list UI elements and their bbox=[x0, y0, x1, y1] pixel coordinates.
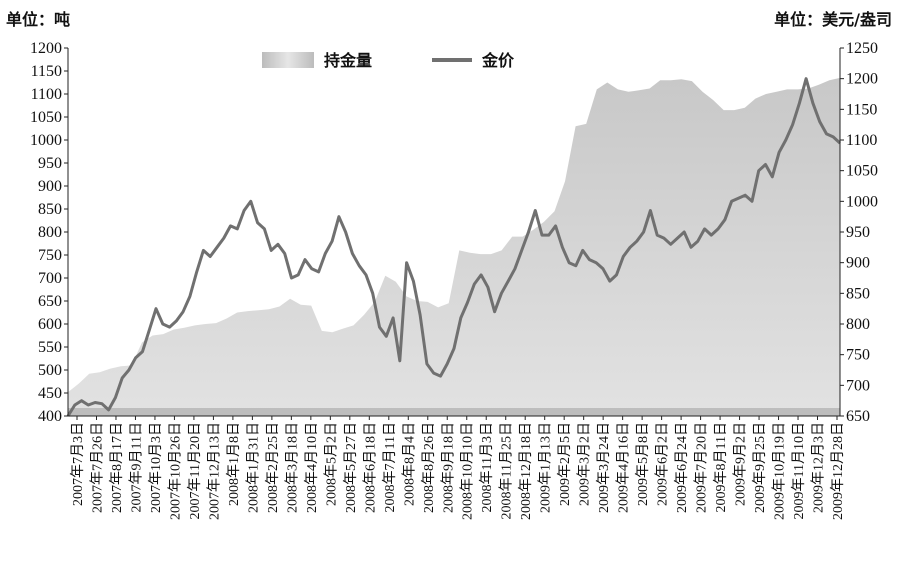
x-tick-label: 2008年4月10日 bbox=[304, 422, 320, 513]
x-tick-label: 2009年1月13日 bbox=[538, 422, 554, 513]
legend-holdings-label: 持金量 bbox=[324, 51, 372, 70]
x-tick-label: 2007年10月3日 bbox=[148, 422, 164, 513]
x-tick-label: 2008年11月3日 bbox=[479, 422, 495, 512]
legend-price-label: 金价 bbox=[481, 51, 515, 70]
left-tick-label: 1150 bbox=[31, 63, 62, 80]
x-tick-label: 2008年10月10日 bbox=[460, 422, 476, 520]
left-tick-label: 400 bbox=[38, 408, 62, 425]
x-tick-label: 2009年3月24日 bbox=[596, 422, 612, 513]
left-tick-label: 800 bbox=[38, 224, 62, 241]
left-tick-label: 500 bbox=[38, 362, 62, 379]
x-tick-label: 2007年10月26日 bbox=[167, 422, 183, 520]
right-tick-label: 1050 bbox=[846, 163, 878, 180]
left-tick-label: 650 bbox=[38, 293, 62, 310]
x-tick-label: 2009年3月2日 bbox=[577, 422, 593, 506]
x-tick-label: 2008年5月27日 bbox=[343, 422, 359, 513]
gold-price-line bbox=[66, 77, 842, 417]
x-tick-label: 2009年6月2日 bbox=[655, 422, 671, 506]
x-tick-label: 2008年9月18日 bbox=[440, 422, 456, 513]
left-tick-label: 1100 bbox=[31, 86, 62, 103]
right-tick-label: 1100 bbox=[846, 132, 877, 149]
left-tick-label: 900 bbox=[38, 178, 62, 195]
x-tick-label: 2009年4月16日 bbox=[616, 422, 632, 513]
x-tick-label: 2008年8月4日 bbox=[401, 422, 417, 506]
right-tick-label: 1150 bbox=[846, 101, 877, 118]
x-tick-label: 2008年1月31日 bbox=[245, 422, 261, 513]
x-tick-label: 2008年12月18日 bbox=[518, 422, 534, 520]
x-tick-label: 2009年2月5日 bbox=[557, 422, 573, 506]
holdings-area bbox=[68, 77, 840, 417]
left-tick-label: 750 bbox=[38, 247, 62, 264]
right-tick-label: 750 bbox=[846, 347, 870, 364]
x-tick-label: 2009年10月19日 bbox=[772, 422, 788, 520]
left-tick-label: 950 bbox=[38, 155, 62, 172]
left-tick-label: 700 bbox=[38, 270, 62, 287]
right-tick-label: 1000 bbox=[846, 193, 878, 210]
x-tick-label: 2009年6月24日 bbox=[674, 422, 690, 513]
x-tick-label: 2009年11月10日 bbox=[791, 422, 807, 519]
x-tick-label: 2009年5月8日 bbox=[635, 422, 651, 506]
right-tick-label: 800 bbox=[846, 316, 870, 333]
right-tick-label: 700 bbox=[846, 377, 870, 394]
x-tick-label: 2009年7月20日 bbox=[694, 422, 710, 513]
x-tick-label: 2008年5月2日 bbox=[323, 422, 339, 506]
x-tick-label: 2007年8月17日 bbox=[109, 422, 125, 513]
left-tick-label: 1200 bbox=[30, 40, 62, 57]
right-tick-label: 1200 bbox=[846, 71, 878, 88]
x-tick-label: 2007年11月20日 bbox=[187, 422, 203, 519]
left-tick-label: 600 bbox=[38, 316, 62, 333]
right-tick-label: 900 bbox=[846, 255, 870, 272]
x-tick-label: 2008年7月11日 bbox=[382, 422, 398, 512]
x-tick-label: 2009年12月3日 bbox=[811, 422, 827, 513]
right-tick-label: 850 bbox=[846, 285, 870, 302]
x-tick-label: 2009年9月2日 bbox=[733, 422, 749, 506]
x-tick-label: 2008年2月25日 bbox=[265, 422, 281, 513]
x-tick-label: 2008年3月18日 bbox=[284, 422, 300, 513]
left-tick-label: 450 bbox=[38, 385, 62, 402]
x-tick-label: 2007年7月3日 bbox=[70, 422, 86, 506]
x-tick-label: 2007年7月26日 bbox=[89, 422, 105, 513]
area-bottom-band bbox=[68, 408, 840, 416]
x-tick-label: 2009年12月28日 bbox=[830, 422, 846, 520]
x-tick-label: 2008年8月26日 bbox=[421, 422, 437, 513]
x-tick-label: 2008年11月25日 bbox=[499, 422, 515, 519]
x-tick-label: 2008年1月8日 bbox=[226, 422, 242, 506]
right-tick-label: 650 bbox=[846, 408, 870, 425]
left-axis-unit-label: 单位：吨 bbox=[6, 10, 71, 29]
x-tick-label: 2007年9月11日 bbox=[128, 422, 144, 512]
left-tick-label: 850 bbox=[38, 201, 62, 218]
left-tick-label: 1050 bbox=[30, 109, 62, 126]
left-tick-label: 550 bbox=[38, 339, 62, 356]
right-tick-label: 1250 bbox=[846, 40, 878, 57]
left-tick-label: 1000 bbox=[30, 132, 62, 149]
legend-holdings-swatch bbox=[262, 52, 314, 68]
right-axis-unit-label: 单位：美元/盎司 bbox=[774, 10, 892, 29]
x-tick-label: 2007年12月13日 bbox=[206, 422, 222, 520]
legend: 持金量 金价 bbox=[262, 51, 515, 70]
x-tick-label: 2009年9月25日 bbox=[752, 422, 768, 513]
x-tick-label: 2008年6月18日 bbox=[362, 422, 378, 513]
right-tick-label: 950 bbox=[846, 224, 870, 241]
x-tick-label: 2009年8月11日 bbox=[713, 422, 729, 512]
